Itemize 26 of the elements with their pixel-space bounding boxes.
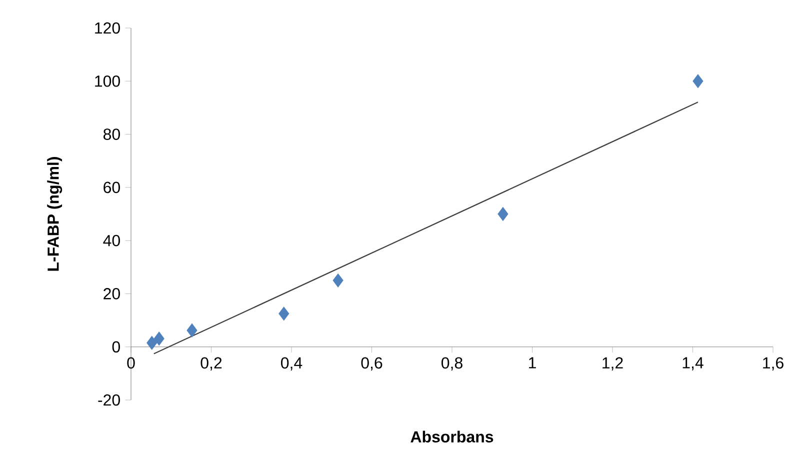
y-axis-title: L-FABP (ng/ml) [47,157,62,271]
y-tick-label: 40 [103,234,120,246]
x-tick-label: 0,2 [200,357,222,370]
y-tick-label: 80 [103,128,120,140]
y-tick-label: 120 [95,22,120,34]
y-tick-label: 20 [104,288,120,300]
x-tick-label: 1,4 [682,357,704,370]
x-tick-label: 0,8 [442,357,462,370]
y-tick-label: 0 [112,341,120,353]
point [498,207,508,221]
x-axis-title: Absorbans [410,430,494,442]
x-tick-label: 1,6 [763,357,784,370]
point [278,306,290,321]
x-tick-label: 0 [127,357,135,369]
x-tick-label: 0,4 [281,357,302,370]
point [186,323,198,338]
x-tick-label: 1,2 [602,357,623,370]
x-tick-label: 1 [529,357,536,368]
y-tick-label: 60 [104,182,120,194]
y-tick-label: -20 [98,394,120,406]
y-tick-label: 100 [95,75,120,87]
point [332,273,344,288]
x-tick-label: 0,6 [361,357,382,370]
point [692,74,704,88]
point [146,336,158,350]
point [154,332,164,346]
